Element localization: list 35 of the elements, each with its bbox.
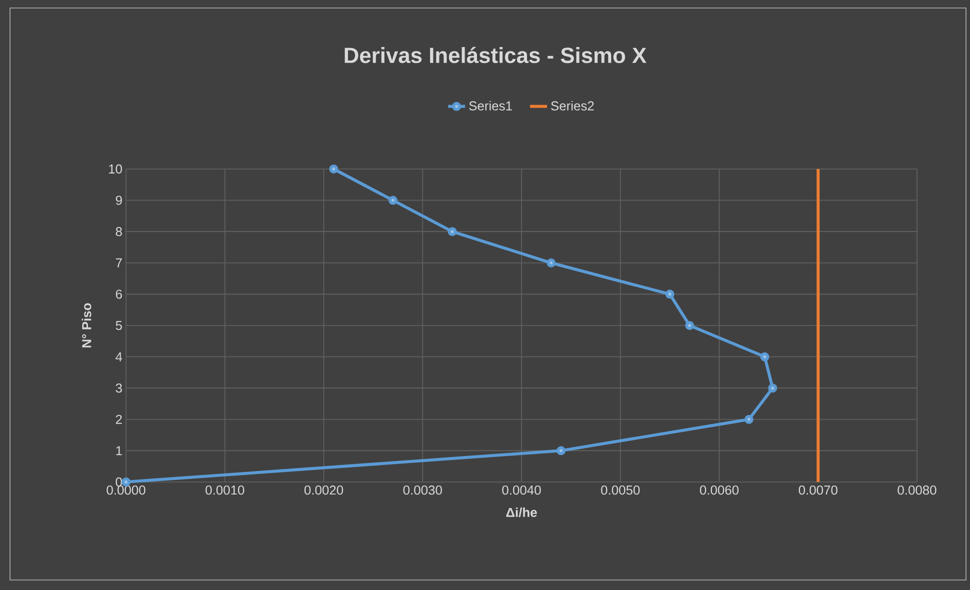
- point: [329, 164, 338, 174]
- y-tick-label: 10: [109, 164, 122, 174]
- point: [388, 196, 398, 205]
- point: [546, 258, 556, 268]
- x-tick-label: 0.0040: [502, 486, 541, 495]
- point: [448, 227, 457, 236]
- x-tick-label: 0.0010: [206, 486, 244, 495]
- x-tick-label: 0.0060: [700, 486, 739, 495]
- x-tick-label: 0.0050: [601, 486, 640, 495]
- y-axis-title: N° Piso: [82, 303, 92, 348]
- x-tick-label: 0.0020: [304, 486, 344, 495]
- legend-label: Series1: [469, 100, 512, 110]
- point: [665, 290, 674, 299]
- x-tick-label: 0.0070: [798, 486, 838, 495]
- x-axis-title: Δi/he: [506, 508, 537, 518]
- y-tick-label: 6: [116, 290, 122, 299]
- legend-label: Series2: [551, 100, 594, 110]
- y-tick-label: 7: [116, 258, 122, 268]
- y-tick-label: 3: [116, 383, 122, 393]
- y-tick-label: 4: [116, 352, 122, 362]
- point: [556, 446, 566, 456]
- y-tick-label: 8: [116, 226, 122, 236]
- y-tick-label: 0: [116, 477, 122, 487]
- y-tick-label: 1: [116, 446, 122, 456]
- chart-title: Derivas Inelásticas - Sismo X: [344, 46, 646, 64]
- point: [685, 320, 694, 330]
- point: [768, 384, 778, 393]
- y-tick-label: 2: [116, 414, 122, 424]
- y-tick-label: 5: [116, 320, 122, 330]
- x-tick-label: 0.0000: [106, 486, 146, 495]
- point: [760, 352, 770, 362]
- x-tick-label: 0.0080: [898, 486, 936, 495]
- point: [744, 414, 754, 424]
- x-tick-label: 0.0030: [403, 486, 442, 495]
- y-tick-label: 9: [116, 196, 122, 205]
